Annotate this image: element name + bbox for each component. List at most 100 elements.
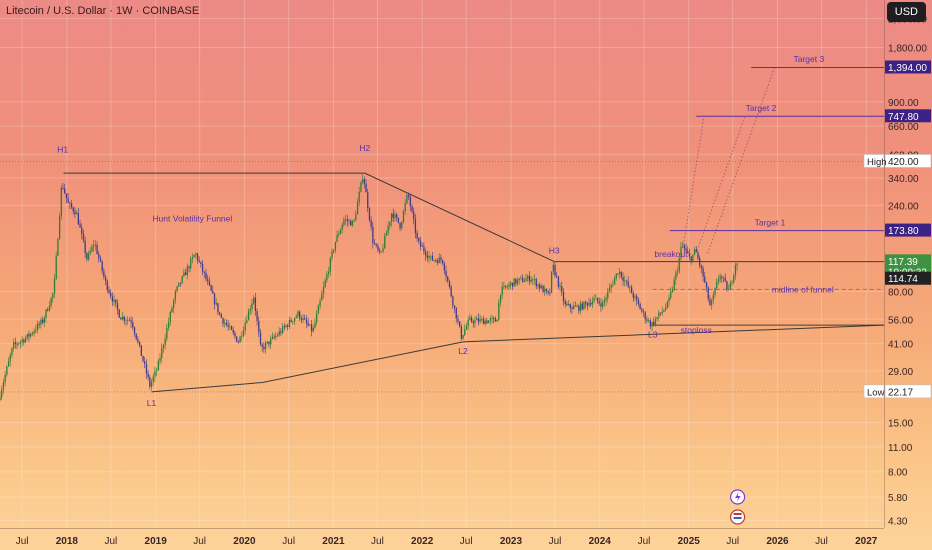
candle-body bbox=[13, 342, 15, 348]
candle-body bbox=[268, 341, 270, 345]
candle-body bbox=[578, 305, 580, 311]
y-tick-label: 340.00 bbox=[888, 174, 919, 185]
candle-body bbox=[76, 212, 78, 215]
candle-body bbox=[450, 286, 452, 297]
candle-body bbox=[152, 376, 154, 382]
candle-body bbox=[178, 282, 180, 287]
candle-body bbox=[310, 324, 313, 332]
candle-body bbox=[619, 271, 621, 274]
candle-body bbox=[562, 291, 565, 302]
flag-stripe bbox=[733, 513, 742, 515]
candle-body bbox=[554, 264, 556, 276]
projection-line bbox=[707, 67, 776, 254]
candle-body bbox=[474, 319, 476, 324]
candle-body bbox=[573, 305, 575, 310]
candle-body bbox=[653, 322, 655, 325]
candle-body bbox=[533, 279, 536, 280]
candle-body bbox=[159, 358, 161, 361]
candle-body bbox=[639, 303, 641, 310]
candle-body bbox=[219, 312, 221, 315]
candle-body bbox=[583, 301, 585, 310]
candle-body bbox=[176, 286, 178, 292]
candle-body bbox=[166, 327, 168, 339]
candle-body bbox=[154, 371, 156, 377]
annotation-label: breakout bbox=[654, 249, 688, 259]
candle-body bbox=[377, 245, 379, 251]
candle-body bbox=[504, 285, 507, 287]
candle-body bbox=[428, 256, 430, 258]
candle-body bbox=[346, 219, 348, 222]
candle-body bbox=[270, 338, 272, 345]
candle-body bbox=[685, 248, 687, 251]
candle-body bbox=[498, 302, 500, 320]
candle-body bbox=[57, 238, 59, 256]
candle-body bbox=[208, 281, 211, 286]
candle-body bbox=[549, 292, 551, 294]
candle-body bbox=[591, 301, 594, 305]
candle-body bbox=[98, 254, 100, 259]
y-tick-label: 5.80 bbox=[888, 493, 908, 504]
candle-body bbox=[736, 263, 738, 266]
candle-body bbox=[602, 302, 604, 307]
annotation-label: H2 bbox=[359, 143, 370, 153]
candle-body bbox=[440, 257, 442, 261]
candle-body bbox=[477, 318, 480, 322]
candle-body bbox=[4, 374, 6, 383]
candle-body bbox=[9, 355, 11, 362]
candle-body bbox=[326, 274, 328, 281]
candle-body bbox=[510, 282, 512, 285]
candle-body bbox=[390, 213, 393, 222]
candle-body bbox=[399, 222, 401, 229]
x-tick-label: 2022 bbox=[411, 536, 434, 547]
candle-body bbox=[445, 270, 447, 277]
candle-body bbox=[327, 271, 330, 275]
candle-body bbox=[145, 363, 148, 374]
candle-body bbox=[407, 194, 410, 197]
candle-body bbox=[585, 301, 587, 304]
candle-body bbox=[137, 339, 139, 342]
candle-body bbox=[304, 318, 306, 320]
candle-body bbox=[118, 309, 120, 318]
candle-body bbox=[253, 297, 255, 304]
candle-body bbox=[656, 317, 658, 320]
price-label-text: 117.39 bbox=[888, 257, 918, 268]
candle-body bbox=[506, 286, 508, 288]
x-tick-label: 2018 bbox=[56, 536, 79, 547]
candle-body bbox=[620, 271, 623, 278]
candle-body bbox=[30, 333, 32, 337]
candle-body bbox=[431, 255, 434, 261]
flag-stripe bbox=[733, 517, 742, 519]
candle-body bbox=[190, 259, 192, 269]
candle-body bbox=[380, 251, 383, 253]
y-tick-label: 1,800.00 bbox=[888, 43, 927, 54]
horizontal-levels bbox=[0, 67, 884, 393]
candle-body bbox=[242, 330, 245, 336]
candle-body bbox=[423, 246, 425, 252]
candle-body bbox=[135, 333, 137, 340]
price-label-text: 22.17 bbox=[888, 387, 913, 398]
candle-body bbox=[513, 278, 515, 287]
candle-body bbox=[41, 319, 44, 323]
price-label-text: 1,394.00 bbox=[888, 63, 927, 74]
candle-body bbox=[367, 192, 369, 209]
x-tick-label: Jul bbox=[282, 536, 295, 547]
candle-body bbox=[557, 276, 560, 287]
candle-body bbox=[726, 281, 728, 290]
y-tick-label: 8.00 bbox=[888, 468, 908, 479]
currency-button[interactable]: USD bbox=[886, 2, 926, 22]
candle-body bbox=[167, 322, 170, 328]
y-tick-label: 4.30 bbox=[888, 516, 908, 527]
candle-body bbox=[99, 258, 102, 262]
candle-body bbox=[453, 305, 456, 308]
candle-body bbox=[220, 314, 223, 319]
event-icons[interactable] bbox=[729, 489, 746, 525]
candle-body bbox=[338, 234, 340, 236]
candle-body bbox=[700, 265, 703, 269]
candle-body bbox=[651, 322, 653, 327]
candle-body bbox=[642, 311, 645, 313]
candle-body bbox=[26, 333, 28, 338]
x-tick-label: 2021 bbox=[322, 536, 345, 547]
candle-body bbox=[254, 297, 257, 312]
candle-body bbox=[435, 260, 437, 262]
